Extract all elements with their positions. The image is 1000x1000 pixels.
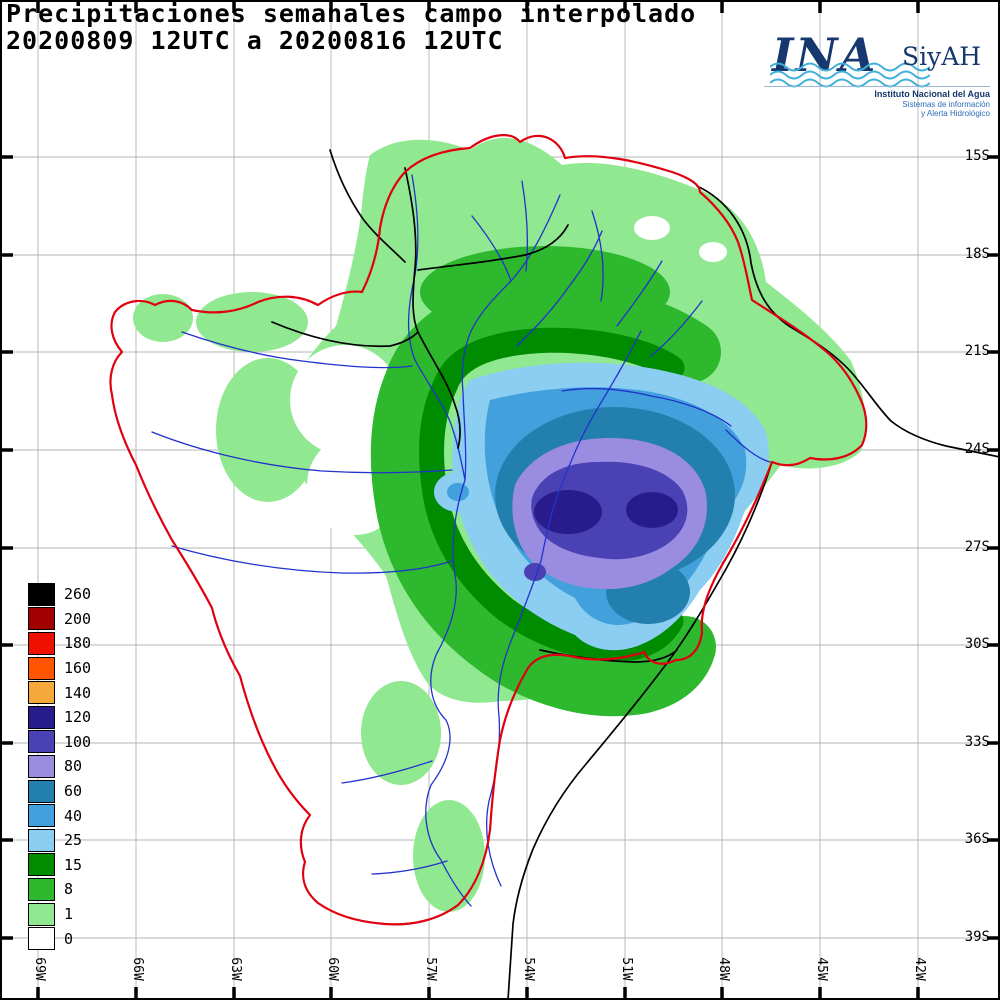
legend-swatch [28,705,55,729]
legend-value: 8 [64,880,74,899]
lat-label: 18S [964,246,990,262]
legend-item: 15 [28,853,91,878]
precip-spot [447,483,469,501]
lon-label: 48W [716,957,731,981]
lat-label: 24S [964,441,990,457]
precip-level-120mm [534,490,678,534]
logo-divider [764,86,990,87]
lon-label: 63W [228,957,243,981]
legend-item: 180 [28,631,91,656]
precip-patch [196,292,308,352]
legend-swatch [28,828,55,852]
logo-siyah-text: SiyAH [902,42,982,71]
lon-label: 60W [325,957,340,981]
lon-label: 42W [912,957,927,981]
logo-subtitle-1: Instituto Nacional del Agua [874,89,990,99]
legend-swatch [28,877,55,901]
lon-label: 54W [521,957,536,981]
lon-label: 51W [619,957,634,981]
legend-value: 260 [64,585,92,604]
dry-hole [634,216,670,240]
color-legend: 260 200 180 160 140 120 100 80 60 40 25 … [28,582,91,951]
lon-label: 66W [130,957,145,981]
precip-band [370,279,721,717]
legend-value: 120 [64,708,92,727]
legend-swatch [28,779,55,803]
legend-swatch [28,853,55,877]
precip-core [626,492,678,528]
lat-label: 27S [964,539,990,555]
legend-swatch [28,804,55,828]
legend-value: 80 [64,757,83,776]
precip-patch [413,800,485,912]
dry-hole [699,242,727,262]
legend-item: 60 [28,779,91,804]
logo-subtitle-3: y Alerta Hidrológico [921,109,990,118]
legend-item: 25 [28,828,91,853]
lat-label: 33S [964,734,990,750]
legend-value: 60 [64,782,83,801]
lat-label: 30S [964,636,990,652]
legend-value: 100 [64,732,92,751]
legend-item: 260 [28,582,91,607]
legend-value: 200 [64,609,92,628]
legend-value: 0 [64,929,74,948]
lat-label: 36S [964,831,990,847]
title-line-2: 20200809 12UTC a 20200816 12UTC [6,26,504,55]
legend-item: 200 [28,607,91,632]
legend-swatch [28,582,55,606]
legend-item: 8 [28,877,91,902]
legend-value: 25 [64,831,83,850]
legend-item: 40 [28,803,91,828]
precip-patch [361,681,441,785]
legend-swatch [28,902,55,926]
legend-value: 15 [64,855,83,874]
precip-spot [524,563,546,581]
legend-swatch [28,631,55,655]
ina-siyah-logo: INA SiyAH Instituto Nacional del Agua Si… [764,28,992,120]
basin-boundary [109,134,868,926]
legend-value: 40 [64,806,83,825]
precip-level-8mm [370,246,721,717]
title-line-1: Precipitaciones semanales campo interpol… [6,0,697,28]
legend-swatch [28,681,55,705]
logo-subtitle-2: Sistemas de información [902,100,990,109]
precip-patch [133,294,193,342]
legend-item: 100 [28,730,91,755]
lat-label: 15S [964,148,990,164]
legend-item: 160 [28,656,91,681]
legend-item: 0 [28,926,91,951]
legend-value: 180 [64,634,92,653]
legend-value: 1 [64,905,74,924]
lat-label: 39S [964,929,990,945]
legend-swatch [28,927,55,951]
precip-core [534,490,602,534]
legend-value: 160 [64,659,92,678]
rivers [151,174,771,907]
lat-label: 21S [964,343,990,359]
lon-label: 69W [32,957,47,981]
legend-item: 120 [28,705,91,730]
legend-swatch [28,754,55,778]
logo-ina-text: INA [772,28,878,82]
legend-item: 1 [28,902,91,927]
lon-label: 45W [814,957,829,981]
lon-label: 57W [423,957,438,981]
legend-value: 140 [64,683,92,702]
legend-swatch [28,607,55,631]
plot-title: Precipitaciones semanales campo interpol… [6,0,696,54]
legend-item: 140 [28,680,91,705]
logo-waves-icon [770,62,930,88]
legend-swatch [28,656,55,680]
legend-swatch [28,730,55,754]
precip-level-100mm [524,461,688,581]
precip-core [531,461,688,560]
legend-item: 80 [28,754,91,779]
